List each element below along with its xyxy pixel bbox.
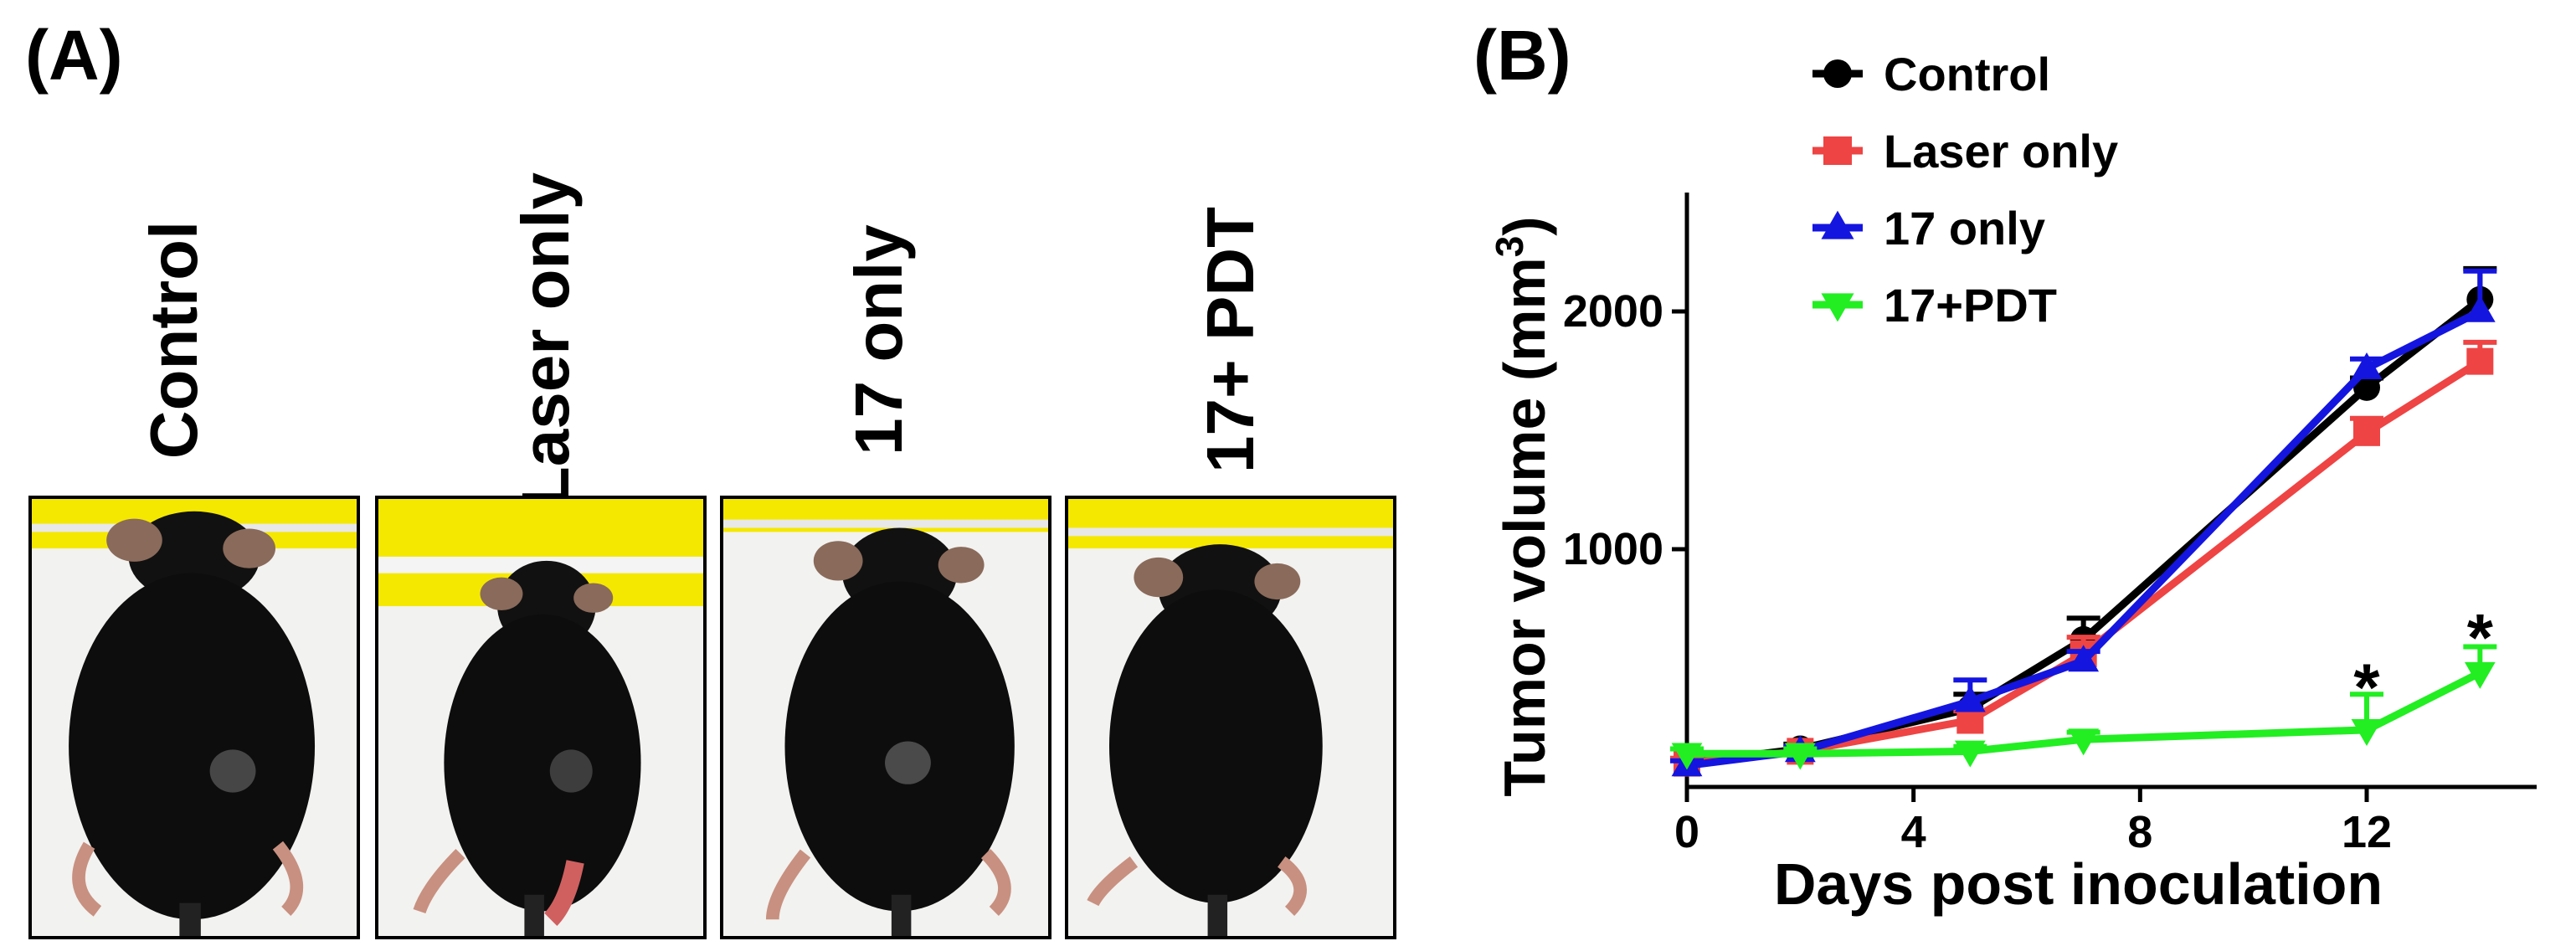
x-tick-label: 8 [2127,807,2152,857]
y-axis-label: Tumor volume (mm3) [1488,216,1557,796]
data-point [2353,419,2380,446]
x-tick-label: 0 [1674,807,1699,857]
x-tick-label: 12 [2342,807,2392,857]
significance-asterisk: * [2467,600,2494,675]
data-point [2464,661,2496,689]
series-17-pdt [1670,644,2497,770]
photo-label-17-pdt: 17+ PDT [1193,207,1267,473]
panel-a-label: (A) [25,16,123,95]
x-axis-label: Days post inoculation [1774,851,2383,917]
data-point [1671,743,1703,770]
data-point [1784,743,1816,770]
significance-asterisk: * [2353,650,2380,724]
x-tick-label: 4 [1901,807,1926,857]
y-tick-label: 2000 [1563,286,1663,337]
legend-marker [1823,136,1852,165]
mouse-photo-laser-only [375,496,707,939]
legend-label: Laser only [1884,125,2118,177]
legend-marker [1821,210,1854,239]
data-point [2351,719,2383,747]
data-point [1954,740,1986,768]
legend-marker [1821,293,1854,322]
data-point [2351,352,2383,379]
photo-label-17-only: 17 only [841,224,916,455]
data-point [2464,295,2496,322]
mouse-photo-17-pdt [1065,496,1396,939]
data-point [2466,347,2494,375]
legend-label: Control [1884,48,2050,100]
legend-label: 17+PDT [1884,279,2057,332]
y-tick-label: 1000 [1563,524,1663,574]
photo-label-control: Control [136,220,211,460]
data-point [2068,645,2100,672]
data-point [2068,728,2100,756]
mouse-photo-17-only [720,496,1051,939]
tumor-volume-chart: 0 4 8 12 1000 2000 Control Laser only 17 only 17… [1488,48,2537,917]
legend-label: 17 only [1884,202,2045,255]
panel-b-label: (B) [1473,16,1571,95]
photo-label-laser-only: Laser only [508,172,583,508]
data-point [1954,685,1986,712]
legend-marker [1823,59,1852,88]
series-line [1687,669,2482,758]
mouse-photo-control [28,496,360,939]
